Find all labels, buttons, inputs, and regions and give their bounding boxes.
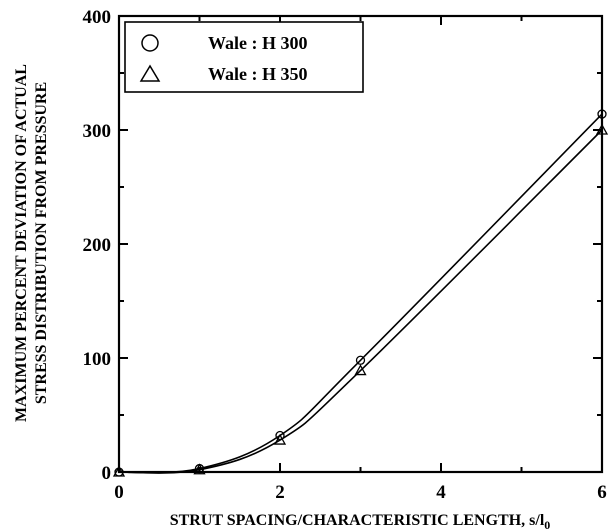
series-line-2: [118, 129, 603, 474]
triangle-point: [193, 463, 206, 475]
legend-box: [124, 21, 364, 93]
plot-frame: [117, 14, 604, 474]
y-tick-label: 0: [102, 463, 112, 484]
legend: Wale : H 300 Wale : H 350: [124, 21, 364, 93]
x-tick-label: 2: [275, 482, 285, 503]
y-axis-label-line-2: STRESS DISTRIBUTION FROM PRESSURE: [33, 82, 50, 404]
y-tick-label: 400: [83, 7, 112, 28]
series-curves: [118, 113, 603, 474]
y-tick-label: 200: [83, 235, 112, 256]
triangle-point: [354, 364, 367, 376]
series-line-1: [118, 113, 603, 474]
legend-triangle-symbol: [139, 64, 161, 82]
circle-point: [275, 430, 285, 441]
y-tick-label: 300: [83, 121, 112, 142]
x-tick-label: 0: [114, 482, 124, 503]
y-axis-label-line-1: MAXIMUM PERCENT DEVIATION OF ACTUAL: [13, 64, 30, 422]
x-axis-label: STRUT SPACING/CHARACTERISTIC LENGTH, s/l…: [170, 512, 551, 531]
tick-labels: 0 2 4 6 0 100 200 300 400: [83, 7, 607, 503]
legend-label-2: Wale : H 350: [208, 64, 308, 84]
x-tick-label: 6: [597, 482, 607, 503]
x-tick-label: 4: [436, 482, 446, 503]
y-tick-label: 100: [83, 349, 112, 370]
legend-label-1: Wale : H 300: [208, 33, 308, 53]
data-markers: [112, 109, 609, 477]
legend-circle-symbol: [141, 34, 159, 52]
triangle-point: [273, 433, 287, 445]
